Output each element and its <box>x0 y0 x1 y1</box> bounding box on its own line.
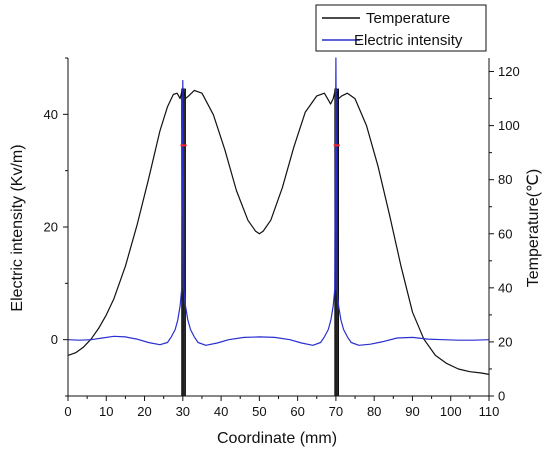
y-right-tick-label: 60 <box>498 226 512 241</box>
axes <box>63 57 494 401</box>
tick-labels: 0 10 20 30 40 50 60 70 80 90 100 110020400204060801… <box>44 64 520 419</box>
y-left-tick-label: 40 <box>44 107 58 122</box>
y-axis-left-title: Electric intensity (Kv/m) <box>9 144 26 311</box>
series-line-temperature <box>67 87 490 375</box>
x-tick-label: 100 <box>440 404 462 419</box>
x-tick-label: 80 <box>367 404 381 419</box>
x-tick-label: 110 <box>479 404 500 419</box>
legend: Temperature Electric intensity <box>315 4 487 52</box>
legend-temperature-label: Temperature <box>366 10 450 27</box>
y-right-tick-label: 0 <box>498 389 505 404</box>
x-tick-label: 70 <box>329 404 343 419</box>
x-tick-label: 0 <box>64 404 71 419</box>
series-layer <box>67 57 490 375</box>
x-tick-label: 40 <box>214 404 228 419</box>
x-tick-label: 10 <box>99 404 113 419</box>
y-left-tick-label: 20 <box>44 220 58 235</box>
y-right-tick-label: 100 <box>498 118 520 133</box>
x-axis-title: Coordinate (mm) <box>217 430 337 447</box>
legend-electric-intensity-label: Electric intensity <box>354 32 463 49</box>
y-axis-right-title: Temperature(℃) <box>525 169 542 287</box>
legend-box <box>315 4 487 52</box>
x-tick-label: 90 <box>405 404 419 419</box>
y-right-tick-label: 120 <box>498 64 520 79</box>
x-tick-label: 60 <box>290 404 304 419</box>
x-tick-label: 50 <box>252 404 266 419</box>
series-line-electric-intensity <box>67 57 490 346</box>
y-right-tick-label: 40 <box>498 280 512 295</box>
y-left-tick-label: 0 <box>51 332 58 347</box>
electrode-bands <box>181 88 339 397</box>
y-right-tick-label: 80 <box>498 172 512 187</box>
x-tick-label: 20 <box>137 404 151 419</box>
y-right-tick-label: 20 <box>498 334 512 349</box>
x-tick-label: 30 <box>176 404 190 419</box>
